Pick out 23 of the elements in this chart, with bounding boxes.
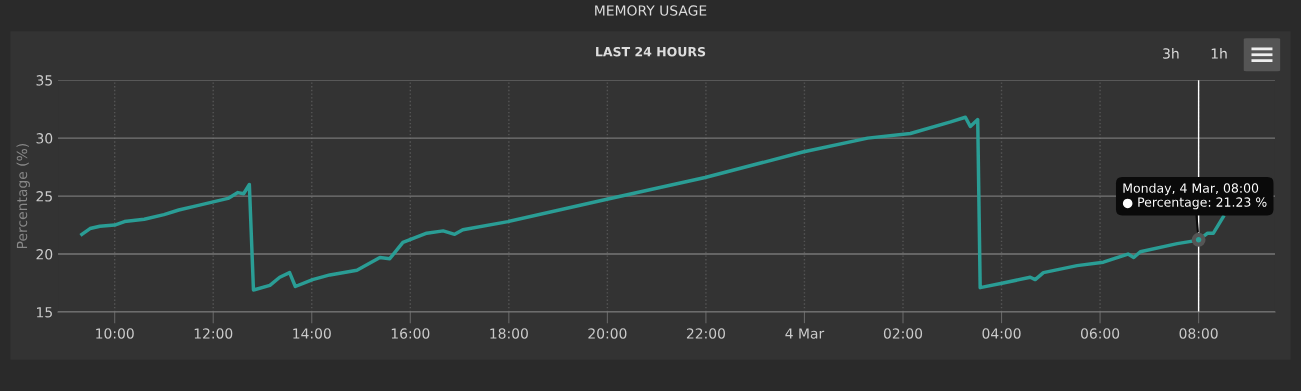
x-tick-label: 12:00 — [194, 328, 233, 339]
x-tick-label: 08:00 — [1179, 328, 1218, 339]
annotation: Monday, 4 Mar, 08:00 ● Percentage: 21.23 % — [1122, 183, 1267, 210]
x-tick-label: 10:00 — [96, 328, 134, 339]
y-tick-label: 30 — [36, 133, 53, 144]
x-tick-label: 06:00 — [1080, 328, 1120, 339]
x-tick-label: 14:00 — [293, 328, 331, 339]
y-tick-label: 15 — [37, 307, 52, 318]
x-tick-label: 16:00 — [391, 328, 430, 339]
text: 1h — [1211, 48, 1227, 59]
x-tick-label: 20:00 — [588, 328, 627, 339]
x-tick-label: 04:00 — [982, 328, 1021, 339]
y-tick-label: 20 — [36, 249, 53, 260]
x-tick-label: 02:00 — [883, 328, 923, 339]
x-tick-label: 22:00 — [686, 328, 726, 339]
chart-subtitle: LAST 24 HOURS — [596, 46, 706, 57]
chart-title: MEMORY USAGE — [595, 5, 707, 16]
y-axis-title: Percentage (%) — [16, 144, 30, 249]
x-tick-label: 4 Mar — [785, 328, 825, 339]
y-tick-label: 35 — [36, 75, 52, 86]
x-tick-label: 18:00 — [490, 328, 528, 339]
y-tick-label: 25 — [36, 191, 52, 202]
text: 3h — [1163, 48, 1179, 59]
